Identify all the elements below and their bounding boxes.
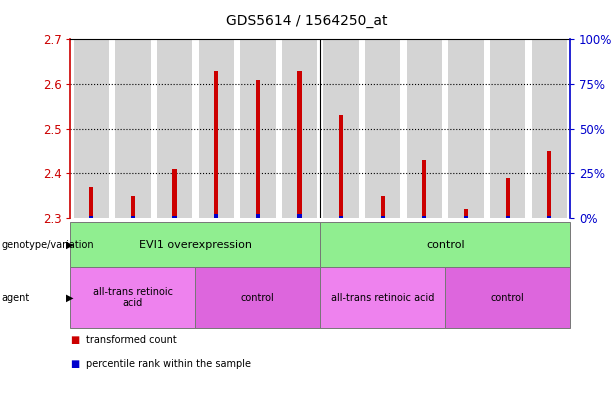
Bar: [172, 169, 177, 218]
Bar: [464, 216, 468, 218]
Text: percentile rank within the sample: percentile rank within the sample: [86, 358, 251, 369]
Text: GDS5614 / 1564250_at: GDS5614 / 1564250_at: [226, 14, 387, 28]
Bar: [547, 216, 551, 218]
Bar: [547, 151, 551, 218]
Bar: [199, 39, 234, 218]
Bar: [172, 216, 177, 218]
Bar: [531, 39, 567, 218]
Text: ▶: ▶: [66, 240, 74, 250]
Text: control: control: [491, 293, 525, 303]
Bar: [422, 160, 427, 218]
Text: agent: agent: [1, 293, 29, 303]
Text: ■: ■: [70, 335, 80, 345]
Bar: [506, 178, 510, 218]
Bar: [131, 196, 135, 218]
Text: control: control: [241, 293, 275, 303]
Bar: [214, 71, 218, 218]
Bar: [297, 71, 302, 218]
Text: ▶: ▶: [66, 293, 74, 303]
Bar: [282, 39, 317, 218]
Bar: [115, 39, 151, 218]
Bar: [131, 216, 135, 218]
Bar: [506, 216, 510, 218]
Text: control: control: [426, 240, 465, 250]
Bar: [381, 216, 385, 218]
Bar: [490, 39, 525, 218]
Bar: [464, 209, 468, 218]
Bar: [324, 39, 359, 218]
Bar: [240, 39, 275, 218]
Bar: [381, 196, 385, 218]
Bar: [256, 79, 260, 218]
Text: all-trans retinoic
acid: all-trans retinoic acid: [93, 287, 173, 309]
Bar: [74, 39, 109, 218]
Text: ■: ■: [70, 358, 80, 369]
Text: all-trans retinoic acid: all-trans retinoic acid: [331, 293, 435, 303]
Bar: [339, 115, 343, 218]
Bar: [297, 214, 302, 218]
Bar: [422, 216, 427, 218]
Bar: [448, 39, 484, 218]
Bar: [365, 39, 400, 218]
Bar: [89, 187, 93, 218]
Bar: [406, 39, 442, 218]
Bar: [256, 214, 260, 218]
Bar: [157, 39, 192, 218]
Bar: [339, 216, 343, 218]
Bar: [89, 216, 93, 218]
Bar: [214, 214, 218, 218]
Text: transformed count: transformed count: [86, 335, 177, 345]
Text: genotype/variation: genotype/variation: [1, 240, 94, 250]
Text: EVI1 overexpression: EVI1 overexpression: [139, 240, 252, 250]
